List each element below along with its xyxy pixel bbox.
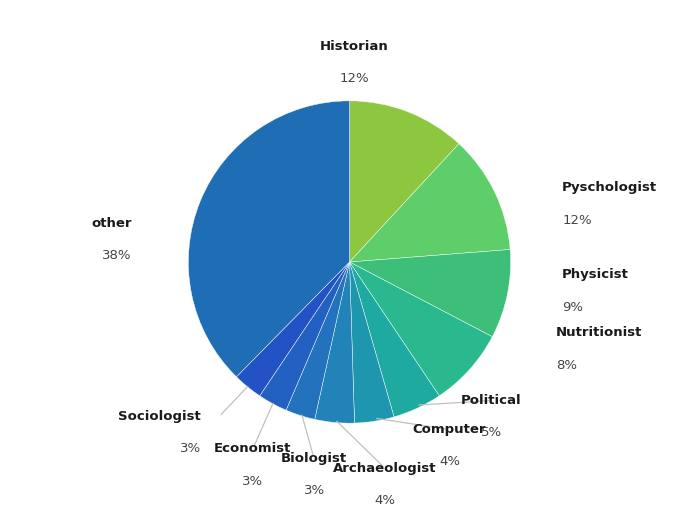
Wedge shape [315,262,354,423]
Text: Historian: Historian [320,39,389,52]
Wedge shape [260,262,350,410]
Text: Nutritionist: Nutritionist [556,326,642,340]
Text: 12%: 12% [340,72,369,85]
Text: Biologist: Biologist [281,452,347,465]
Text: Computer: Computer [412,423,487,436]
Text: other: other [92,217,132,230]
Text: 3%: 3% [243,475,264,488]
Text: 8%: 8% [556,359,577,372]
Wedge shape [350,101,459,262]
Wedge shape [350,262,394,423]
Text: 3%: 3% [303,484,324,497]
Text: 3%: 3% [180,442,201,455]
Text: 9%: 9% [562,301,583,314]
Text: 38%: 38% [103,249,132,262]
Text: Political: Political [461,394,521,407]
Text: Archaeologist: Archaeologist [333,462,437,475]
Wedge shape [350,262,492,396]
Wedge shape [350,144,510,262]
Text: 5%: 5% [481,427,502,439]
Text: Physicist: Physicist [562,268,629,281]
Text: Pyschologist: Pyschologist [562,181,657,194]
Wedge shape [350,249,511,337]
Wedge shape [188,101,350,377]
Text: 12%: 12% [562,214,592,227]
Wedge shape [350,262,439,417]
Wedge shape [286,262,350,419]
Text: Economist: Economist [214,442,291,455]
Text: Sociologist: Sociologist [119,410,201,423]
Text: 4%: 4% [375,494,396,507]
Text: 4%: 4% [439,455,460,468]
Wedge shape [236,262,350,396]
